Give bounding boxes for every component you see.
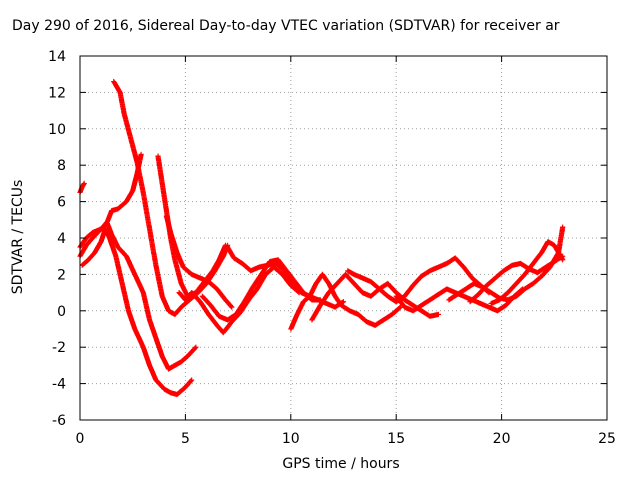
data-series-arc11	[288, 271, 403, 332]
y-tick-label: 0	[57, 304, 66, 320]
x-tick-label: 10	[282, 431, 300, 447]
data-series-arc8	[176, 264, 302, 336]
x-tick-label: 25	[598, 431, 616, 447]
axes: 0 5 10 15 20 25 -6 -4 -2 0 2 4 6 8 10 12 14	[48, 49, 616, 447]
plot-frame	[79, 55, 608, 421]
x-tick-label: 15	[387, 431, 405, 447]
data-series-arc12	[309, 271, 441, 323]
x-axis-label: GPS time / hours	[282, 456, 400, 472]
y-tick-label: -6	[52, 413, 66, 429]
y-tick-label: 8	[57, 158, 66, 174]
y-tick-label: 10	[48, 122, 66, 138]
x-tick-label: 0	[76, 431, 85, 447]
y-tick-label: -4	[52, 377, 66, 393]
data-series-arc10	[199, 257, 323, 323]
x-tick-label: 20	[493, 431, 511, 447]
data-series-arc1	[77, 180, 87, 196]
y-tick-label: 14	[48, 49, 66, 65]
data-series-arc4	[79, 226, 195, 398]
y-tick-label: 4	[57, 231, 66, 247]
y-tick-label: -2	[52, 340, 66, 356]
data-series-arc17	[488, 239, 566, 307]
grid-lines	[80, 56, 607, 420]
chart-title: Day 290 of 2016, Sidereal Day-to-day VTE…	[12, 18, 560, 34]
data-series-arc6	[155, 153, 229, 299]
y-tick-label: 12	[48, 85, 66, 101]
y-tick-label: 6	[57, 195, 66, 211]
data-points	[77, 78, 566, 398]
x-tick-label: 5	[181, 431, 190, 447]
y-tick-label: 2	[57, 267, 66, 283]
data-series-arc7	[163, 213, 235, 310]
